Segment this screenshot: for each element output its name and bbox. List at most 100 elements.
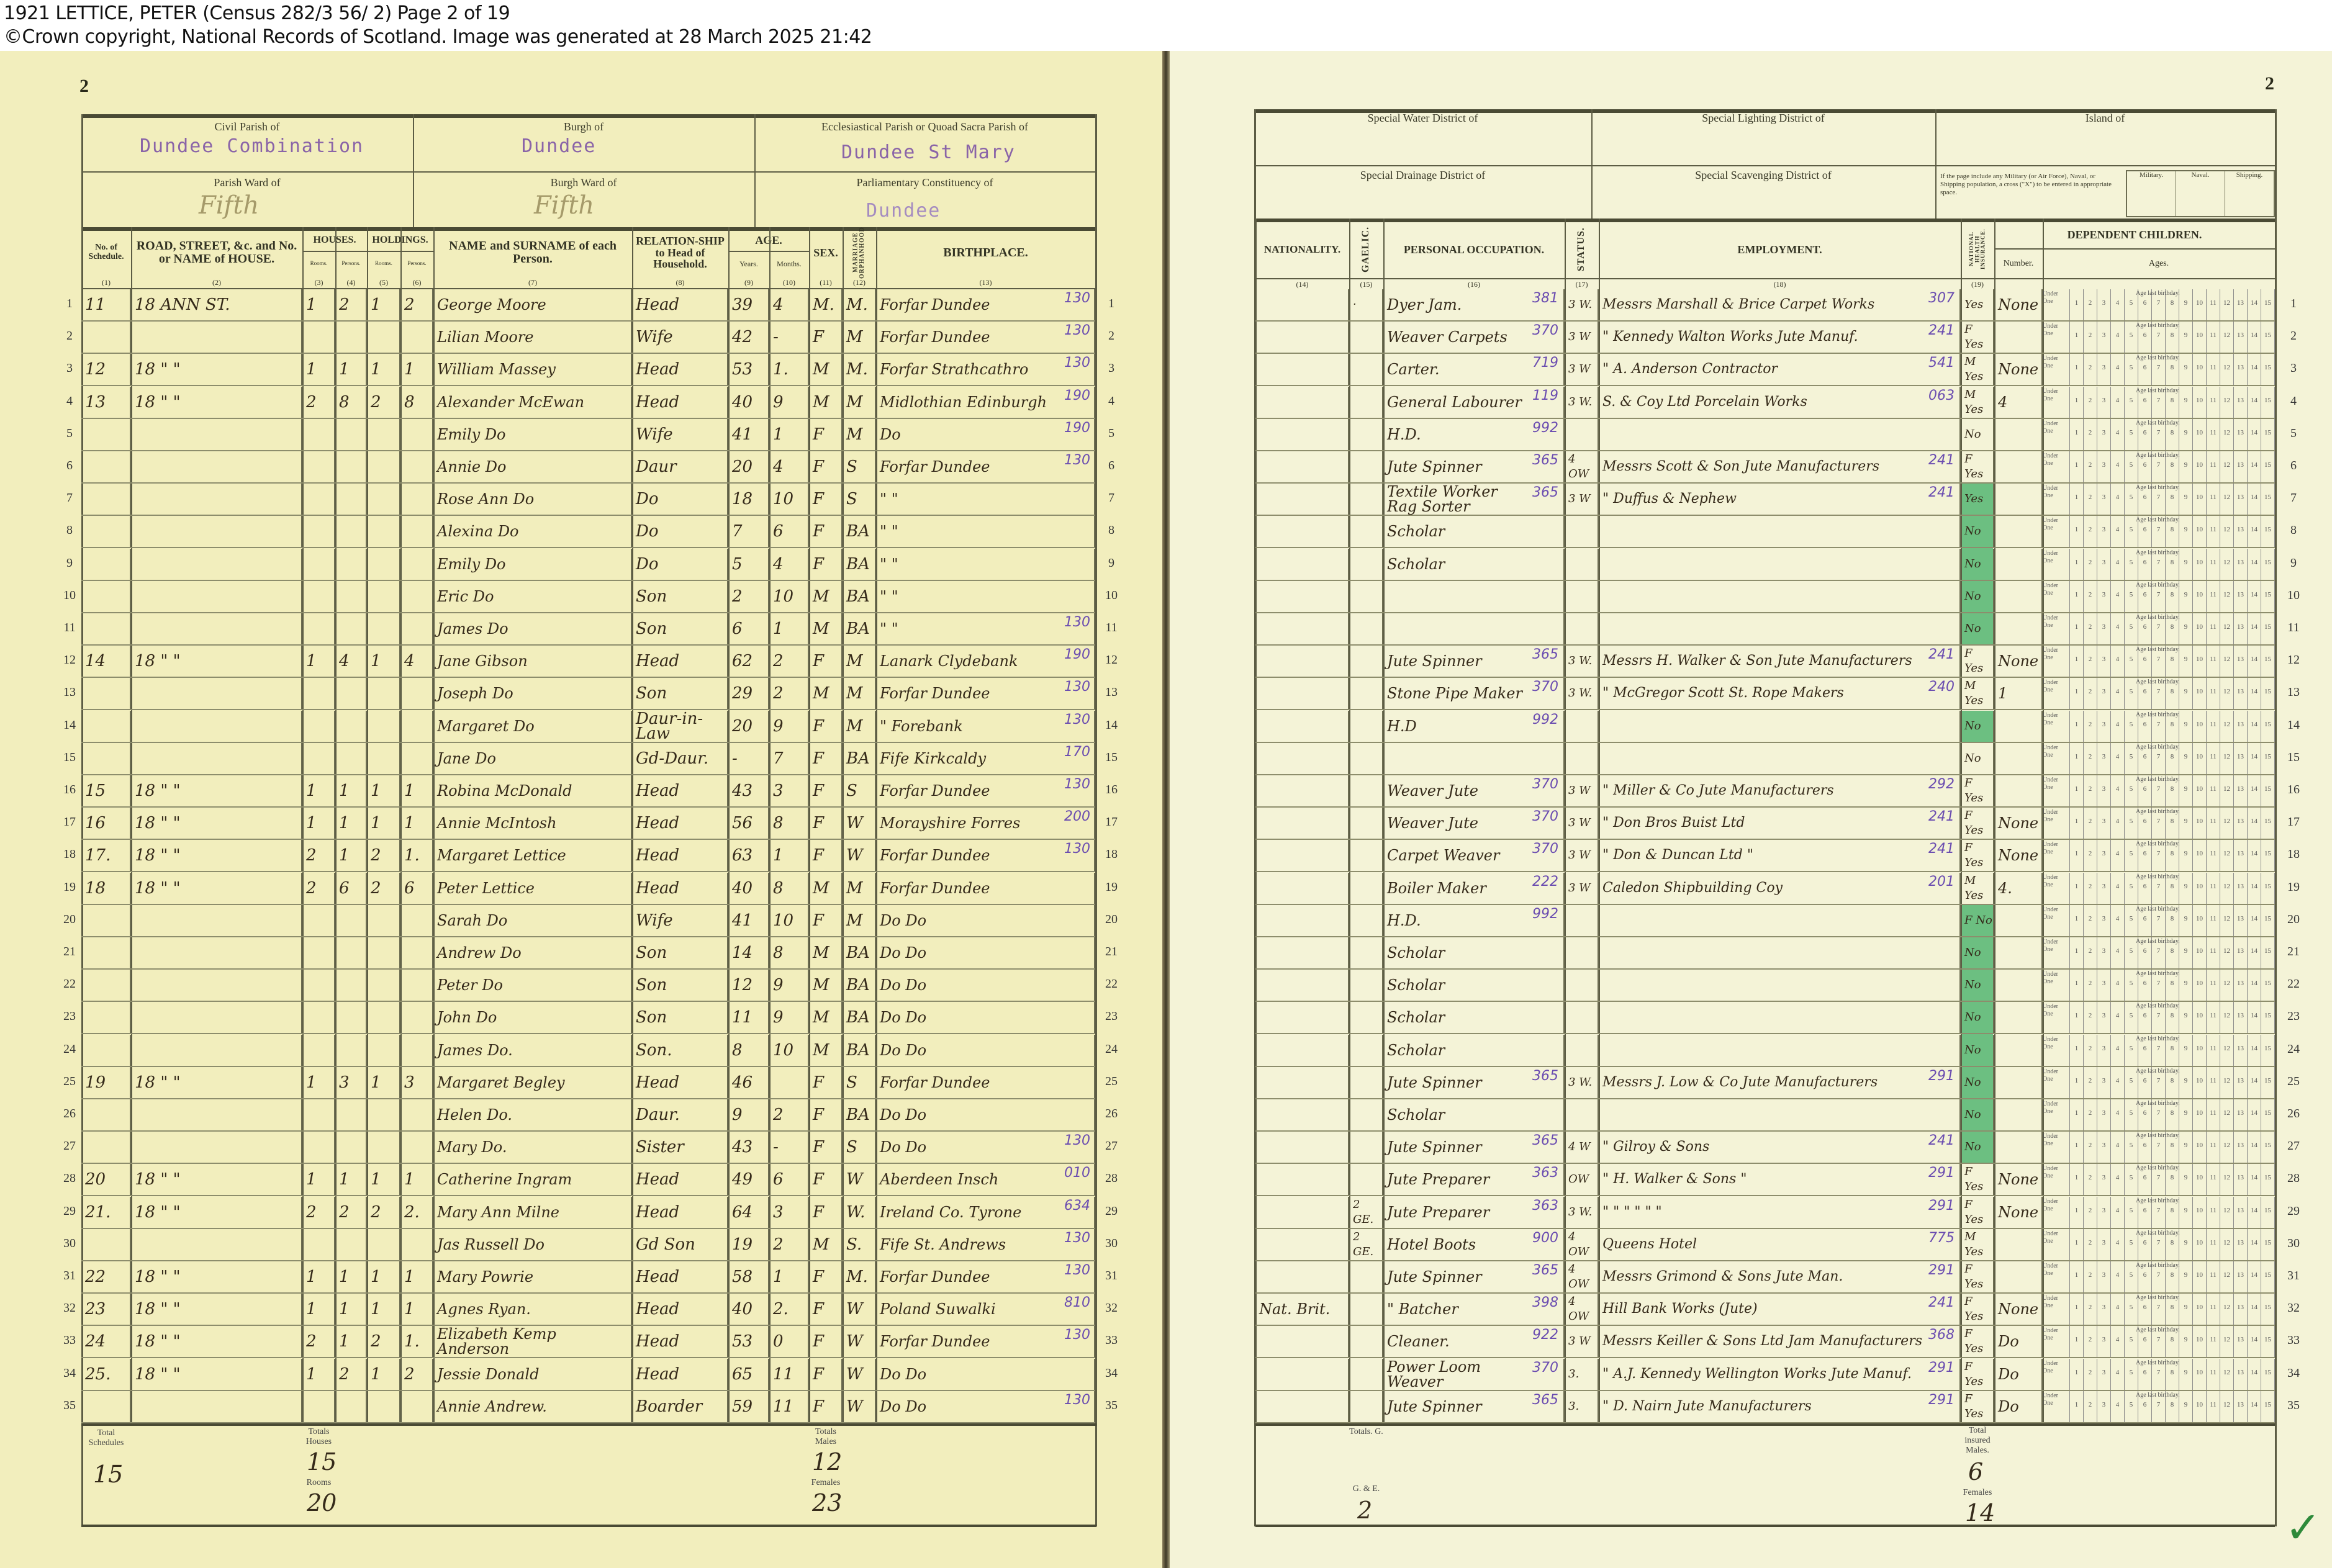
age-caption: Age last birthday. xyxy=(2136,970,2180,978)
nationality-cell xyxy=(1255,484,1349,515)
birthplace-code: 170 xyxy=(1064,744,1090,760)
age-caption: Age last birthday. xyxy=(2136,484,2180,492)
age-caption: Age last birthday. xyxy=(2136,1165,2180,1172)
nationality-cell xyxy=(1255,872,1349,904)
birthplace-cell: Do Do xyxy=(876,970,1095,1001)
relationship-cell: Daur xyxy=(632,451,728,482)
age-column-label: 8 xyxy=(2166,1034,2179,1066)
table-row: 17. 18 " " 2 1 2 1. Margaret Lettice Head 63 1 F W F… xyxy=(81,840,1095,873)
relationship-cell: Head xyxy=(632,1326,728,1358)
dependent-number-cell: 4 xyxy=(1994,386,2043,418)
person-name-cell: Robina McDonald xyxy=(433,775,632,806)
relationship-cell: Head xyxy=(632,646,728,677)
total-houses-label: Totals Houses xyxy=(305,1427,332,1446)
holding-persons-cell: 2. xyxy=(400,1196,433,1228)
holding-persons-cell: 1 xyxy=(400,1261,433,1292)
relationship-cell: Son xyxy=(632,1002,728,1034)
age-column-label: 3 xyxy=(2097,516,2111,547)
health-insurance-cell: F Yes xyxy=(1961,1196,1994,1228)
nhi-shading xyxy=(1962,484,1993,646)
holding-rooms-cell xyxy=(367,548,400,580)
row-number: 1 xyxy=(66,297,73,310)
column-divider xyxy=(335,227,337,1423)
age-caption: Age last birthday. xyxy=(2136,581,2180,588)
personal-occupation-cell: Jute Preparer xyxy=(1383,1164,1565,1196)
nationality-cell xyxy=(1255,1132,1349,1163)
age-months-cell: 3 xyxy=(769,1196,809,1228)
age-column-label: 6 xyxy=(2138,322,2152,353)
address-cell: 18 " " xyxy=(131,1196,302,1228)
age-column-label: 8 xyxy=(2166,646,2179,677)
holding-persons-cell xyxy=(400,904,433,936)
employment-cell xyxy=(1599,937,1961,968)
dependent-number-cell: None xyxy=(1994,1196,2043,1228)
personal-occupation-cell: Hotel Boots xyxy=(1383,1228,1565,1260)
personal-occupation-cell: " Batcher xyxy=(1383,1294,1565,1325)
holding-rooms-cell: 1 xyxy=(367,289,400,320)
age-column-label: 14 xyxy=(2248,840,2261,872)
age-column-label: 5 xyxy=(2125,646,2138,677)
age-column-label: 13 xyxy=(2234,742,2248,774)
house-rooms-cell xyxy=(302,418,335,450)
age-column-label: 4 xyxy=(2111,1390,2125,1422)
dependent-number-cell xyxy=(1994,1066,2043,1098)
age-column-label: 10 xyxy=(2193,1034,2207,1066)
age-column-label: 3 xyxy=(2097,484,2111,515)
column-divider xyxy=(131,227,132,1423)
employment-cell: Messrs H. Walker & Son Jute Manufacturer… xyxy=(1599,646,1961,677)
age-column-label: 5 xyxy=(2125,840,2138,872)
scavenging-district-label: Special Scavenging District of xyxy=(1695,169,1832,181)
house-persons-cell: 3 xyxy=(335,1066,367,1098)
personal-occupation-cell: Carter. xyxy=(1383,354,1565,385)
age-years-cell: 6 xyxy=(728,613,769,644)
holding-persons-cell: 2 xyxy=(400,1358,433,1390)
holding-rooms-cell: 2 xyxy=(367,1326,400,1358)
age-column-label: 1 xyxy=(2070,1099,2084,1130)
status-cell: 3. xyxy=(1565,1390,1599,1422)
age-column-label: 12 xyxy=(2220,354,2234,385)
table-row: 22 18 " " 1 1 1 1 Mary Powrie Head 58 1 F M. Forfar … xyxy=(81,1261,1095,1294)
birthplace-cell: Do Do xyxy=(876,1002,1095,1034)
age-column-label: 10 xyxy=(2193,418,2207,450)
relationship-cell: Head xyxy=(632,1196,728,1228)
age-column-label: 7 xyxy=(2152,1358,2166,1390)
employment-cell: Queens Hotel xyxy=(1599,1228,1961,1260)
birthplace-cell: Do Do xyxy=(876,904,1095,936)
age-column-label: 5 xyxy=(2125,1196,2138,1228)
gaelic-cell xyxy=(1349,1390,1383,1422)
age-caption: Age last birthday. xyxy=(2136,614,2180,621)
birthplace-cell: Forfar Dundee xyxy=(876,1326,1095,1358)
age-years-cell: 58 xyxy=(728,1261,769,1292)
house-persons-cell xyxy=(335,451,367,482)
column-header-ages: Ages. xyxy=(2148,258,2169,268)
age-column-label: 4 xyxy=(2111,970,2125,1001)
holding-persons-cell: 6 xyxy=(400,872,433,904)
birthplace-cell: Lanark Clydebank xyxy=(876,646,1095,677)
holding-rooms-cell xyxy=(367,1132,400,1163)
age-column-label: 2 xyxy=(2084,613,2097,644)
water-district-label: Special Water District of xyxy=(1367,112,1478,124)
under-one-label: Under One xyxy=(2043,904,2070,936)
dependent-ages-grid: Under One 1 2 3 4 5 6 7 8 9 10 11 12 13 14 15 xyxy=(2043,289,2275,320)
age-column-label: 7 xyxy=(2152,451,2166,482)
health-insurance-cell: Yes xyxy=(1961,484,1994,515)
marital-status-cell: W xyxy=(843,1294,876,1325)
row-number: 14 xyxy=(1105,718,1118,732)
age-column-label: 10 xyxy=(2193,289,2207,320)
table-row: Emily Do Do 5 4 F BA " " xyxy=(81,548,1095,581)
age-column-label: 4 xyxy=(2111,484,2125,515)
age-column-label: 8 xyxy=(2166,1326,2179,1358)
under-one-label: Under One xyxy=(2043,1390,2070,1422)
age-column-label: 13 xyxy=(2234,613,2248,644)
sex-cell: F xyxy=(809,646,843,677)
age-column-label: 8 xyxy=(2166,1002,2179,1034)
table-row: 2 GE. Jute Preparer 3 W. " " " " " " F Yes No… xyxy=(1255,1196,2275,1229)
row-number: 18 xyxy=(63,847,76,862)
employment-code: 291 xyxy=(1928,1068,1955,1084)
marital-status-cell: BA xyxy=(843,1002,876,1034)
age-column-label: 6 xyxy=(2138,418,2152,450)
holding-rooms-cell xyxy=(367,484,400,515)
status-cell: 3 W xyxy=(1565,840,1599,872)
age-column-label: 8 xyxy=(2166,742,2179,774)
age-column-label: 5 xyxy=(2125,1390,2138,1422)
